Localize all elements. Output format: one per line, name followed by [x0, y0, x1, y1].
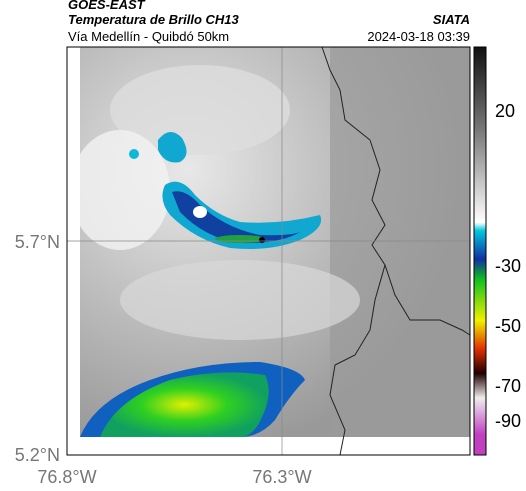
colorbar-tick-label: -30	[495, 256, 521, 276]
colorbar-tick-label: -70	[495, 376, 521, 396]
datetime: 2024-03-18 03:39	[367, 29, 470, 44]
cold-cloud-core	[259, 237, 265, 243]
source: SIATA	[433, 12, 470, 27]
cloud	[110, 65, 290, 155]
colorbar-tick-label: -50	[495, 316, 521, 336]
cloud	[70, 130, 170, 250]
lon-label: 76.3°W	[252, 467, 311, 487]
lat-label: 5.2°N	[15, 445, 60, 465]
colorbar: 20 -30 -50 -70 -90	[473, 46, 521, 456]
lon-label: 76.8°W	[37, 467, 96, 487]
cold-cloud	[162, 181, 322, 249]
cold-cloud-core	[215, 235, 265, 243]
cloud	[120, 260, 360, 340]
title: Temperatura de Brillo CH13	[68, 12, 240, 27]
cold-cloud	[129, 149, 139, 159]
east-region	[330, 47, 470, 455]
border	[321, 46, 471, 456]
colorbar-scale	[473, 46, 487, 456]
lat-label: 5.7°N	[15, 232, 60, 252]
colorbar-tick-label: -90	[495, 411, 521, 431]
blank-strip	[67, 47, 80, 455]
colorbar-tick-label: 20	[495, 101, 515, 121]
blank-strip	[67, 437, 470, 455]
cold-cloud-core	[172, 191, 300, 244]
cold-cloud	[158, 131, 187, 163]
cloud	[193, 206, 207, 218]
subtitle: Vía Medellín - Quibdó 50km	[68, 29, 229, 44]
cold-cloud-core	[100, 372, 269, 437]
map-frame	[66, 46, 471, 456]
map	[66, 46, 471, 456]
product-name: GOES-EAST	[68, 0, 146, 12]
